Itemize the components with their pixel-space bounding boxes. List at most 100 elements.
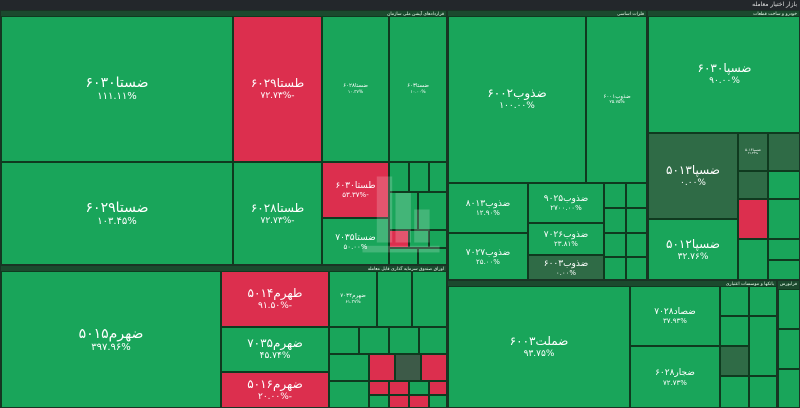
tile-small[interactable] (738, 199, 768, 239)
symbol-change: ۵۰.۰۰% (343, 243, 368, 252)
symbol-change: ۱۲.۹۰% (476, 209, 500, 218)
tile-small[interactable] (720, 376, 749, 407)
tile-small[interactable] (768, 133, 799, 171)
symbol-name: ضستا۶۰۲۹ (85, 200, 149, 217)
tile-o[interactable]: ضذوب۶۰۰۱ ۲۵.۷۵% (586, 16, 646, 183)
symbol-name: ضذوب۷۰۲۷ (465, 247, 511, 258)
tile-i[interactable]: ضهرم۵۰۱۵ ۳۹۷.۹۶% (1, 271, 221, 407)
tile-small[interactable] (395, 354, 421, 381)
tile-g[interactable]: طستا۶۰۳۰ -۵۳.۳۷% (322, 162, 389, 218)
tile-small[interactable] (409, 381, 429, 395)
tile-small[interactable] (604, 183, 626, 208)
tile-small[interactable] (329, 381, 369, 407)
tile-z[interactable]: ضصاد۷۰۲۸ ۳۷.۹۳% (630, 286, 720, 346)
tile-small[interactable] (778, 329, 799, 369)
tile-r[interactable]: ضذوب۷۰۲۶ ۲۳.۸۱% (528, 223, 604, 255)
tile-small[interactable] (419, 327, 446, 354)
tile-small[interactable] (626, 183, 646, 208)
tile-k[interactable]: ضهرم۷۰۳۵ ۴۵.۷۴% (221, 327, 329, 372)
tile-small[interactable] (429, 395, 446, 407)
tile-small[interactable] (778, 289, 799, 329)
tile-small[interactable] (389, 248, 418, 264)
tile-s[interactable]: ضذوب۷۰۲۷ ۲۵.۰۰% (448, 233, 528, 279)
tile-small[interactable] (429, 162, 446, 192)
tile-f[interactable]: ضستا۶۰۳ ۱۰.۰۰% (389, 16, 446, 162)
tile-small[interactable] (626, 233, 646, 257)
tile-t[interactable]: ضذوب۶۰۰۳ ۰.۰۰% (528, 255, 604, 279)
tile-small[interactable] (389, 230, 409, 248)
tile-small[interactable] (738, 239, 768, 279)
tile-small[interactable] (389, 395, 409, 407)
tile-c[interactable]: طستا۶۰۲۹ -۷۲.۷۳% (233, 16, 322, 162)
tile-small[interactable] (389, 162, 409, 192)
symbol-name: ضهرم۵۰۱۵ (78, 326, 144, 343)
symbol-name: ضهرم۵۰۱۶ (247, 377, 303, 392)
tile-small[interactable] (389, 192, 418, 230)
tile-l[interactable]: ضهرم۵۰۱۶ -۲۰.۰۰% (221, 372, 329, 407)
symbol-change: ۱۰۳.۴۵% (97, 216, 137, 228)
tile-v[interactable]: ضسپا۵۰۱۳ ۰.۰۰% (648, 133, 738, 219)
tile-h[interactable]: ضستا۷۰۳۵ ۵۰.۰۰% (322, 218, 389, 264)
tile-small[interactable] (409, 395, 429, 407)
tile-d[interactable]: طستا۶۰۲۸ -۷۲.۷۳% (233, 162, 322, 264)
tile-small[interactable] (389, 381, 409, 395)
tile-small[interactable] (369, 381, 389, 395)
tile-m[interactable]: ضهرم۷۰۳۴ ۶۱.۳۷% (329, 271, 377, 327)
tile-small[interactable] (749, 376, 776, 407)
symbol-change: ۰.۰۰% (555, 269, 577, 278)
tile-small[interactable] (418, 192, 446, 230)
symbol-name: ضذوب۹۰۲۵ (543, 193, 589, 204)
tile-b[interactable]: ضستا۶۰۲۹ ۱۰۳.۴۵% (1, 162, 233, 264)
tile-small[interactable] (377, 271, 412, 327)
symbol-change: ۱۱۱.۱۱% (97, 91, 137, 103)
tile-small[interactable] (604, 257, 626, 279)
symbol-change: -۵۳.۳۷% (342, 191, 369, 200)
tile-small[interactable] (429, 230, 446, 248)
tile-small[interactable] (768, 171, 799, 199)
tile-aa[interactable]: ضجار۶۰۲۸ ۷۲.۷۳% (630, 346, 720, 407)
tile-y[interactable]: ضملت۶۰۰۳ ۹۳.۷۵% (448, 286, 630, 407)
tile-small[interactable] (768, 199, 799, 239)
tile-small[interactable] (418, 248, 446, 264)
tile-small[interactable] (412, 271, 446, 327)
tile-q[interactable]: ضذوب۹۰۲۵ ۲۷۰۰.۰۰% (528, 183, 604, 223)
tile-w[interactable]: ضسپا۵۰۱۲ ۳۲.۷۶% (648, 219, 738, 279)
symbol-name: ضملت۶۰۰۳ (509, 334, 569, 349)
symbol-name: ضذوب۶۰۰۳ (543, 258, 589, 269)
tile-small[interactable] (369, 354, 395, 381)
tile-small[interactable] (720, 286, 749, 316)
tile-small[interactable] (604, 208, 626, 233)
tile-small[interactable] (369, 395, 389, 407)
tile-small[interactable] (738, 171, 768, 199)
tile-small[interactable] (329, 327, 359, 354)
tile-x[interactable]: ضسپا۵۰۱۴ ۲۱.۴۳% (738, 133, 768, 171)
tile-e[interactable]: ضستا۶۰۲۸ ۱۰.۳۷% (322, 16, 389, 162)
tile-small[interactable] (421, 354, 446, 381)
tile-small[interactable] (768, 260, 799, 279)
tile-u[interactable]: ضسپا۶۰۳۰ ۹۰.۰۰% (648, 16, 799, 133)
tile-small[interactable] (720, 316, 749, 346)
tile-small[interactable] (778, 369, 799, 407)
tile-n[interactable]: ضذوب۶۰۰۲ ۱۰۰.۰۰% (448, 16, 586, 183)
symbol-change: ۹۳.۷۵% (523, 349, 555, 360)
symbol-change: ۴۵.۷۴% (259, 351, 291, 362)
tile-small[interactable] (429, 381, 446, 395)
tile-small[interactable] (749, 286, 776, 316)
tile-j[interactable]: طهرم۵۰۱۴ -۹۱.۵۰% (221, 271, 329, 327)
tile-small[interactable] (604, 233, 626, 257)
tile-a[interactable]: ضستا۶۰۳۰ ۱۱۱.۱۱% (1, 16, 233, 162)
symbol-change: ۲۳.۸۱% (554, 240, 578, 249)
tile-small[interactable] (626, 208, 646, 233)
tile-small[interactable] (359, 327, 389, 354)
tile-small[interactable] (409, 162, 429, 192)
tile-p[interactable]: ضذوب۸۰۱۳ ۱۲.۹۰% (448, 183, 528, 233)
tile-small[interactable] (768, 239, 799, 260)
tile-small[interactable] (720, 346, 749, 376)
tile-small[interactable] (329, 354, 369, 381)
sector-banks: بانکها و موسسات اعتباری ضملت۶۰۰۳ ۹۳.۷۵% … (447, 280, 777, 408)
tile-small[interactable] (389, 327, 419, 354)
symbol-name: ضذوب۶۰۰۱ (603, 93, 631, 100)
tile-small[interactable] (409, 230, 429, 248)
tile-small[interactable] (749, 316, 776, 376)
tile-small[interactable] (626, 257, 646, 279)
